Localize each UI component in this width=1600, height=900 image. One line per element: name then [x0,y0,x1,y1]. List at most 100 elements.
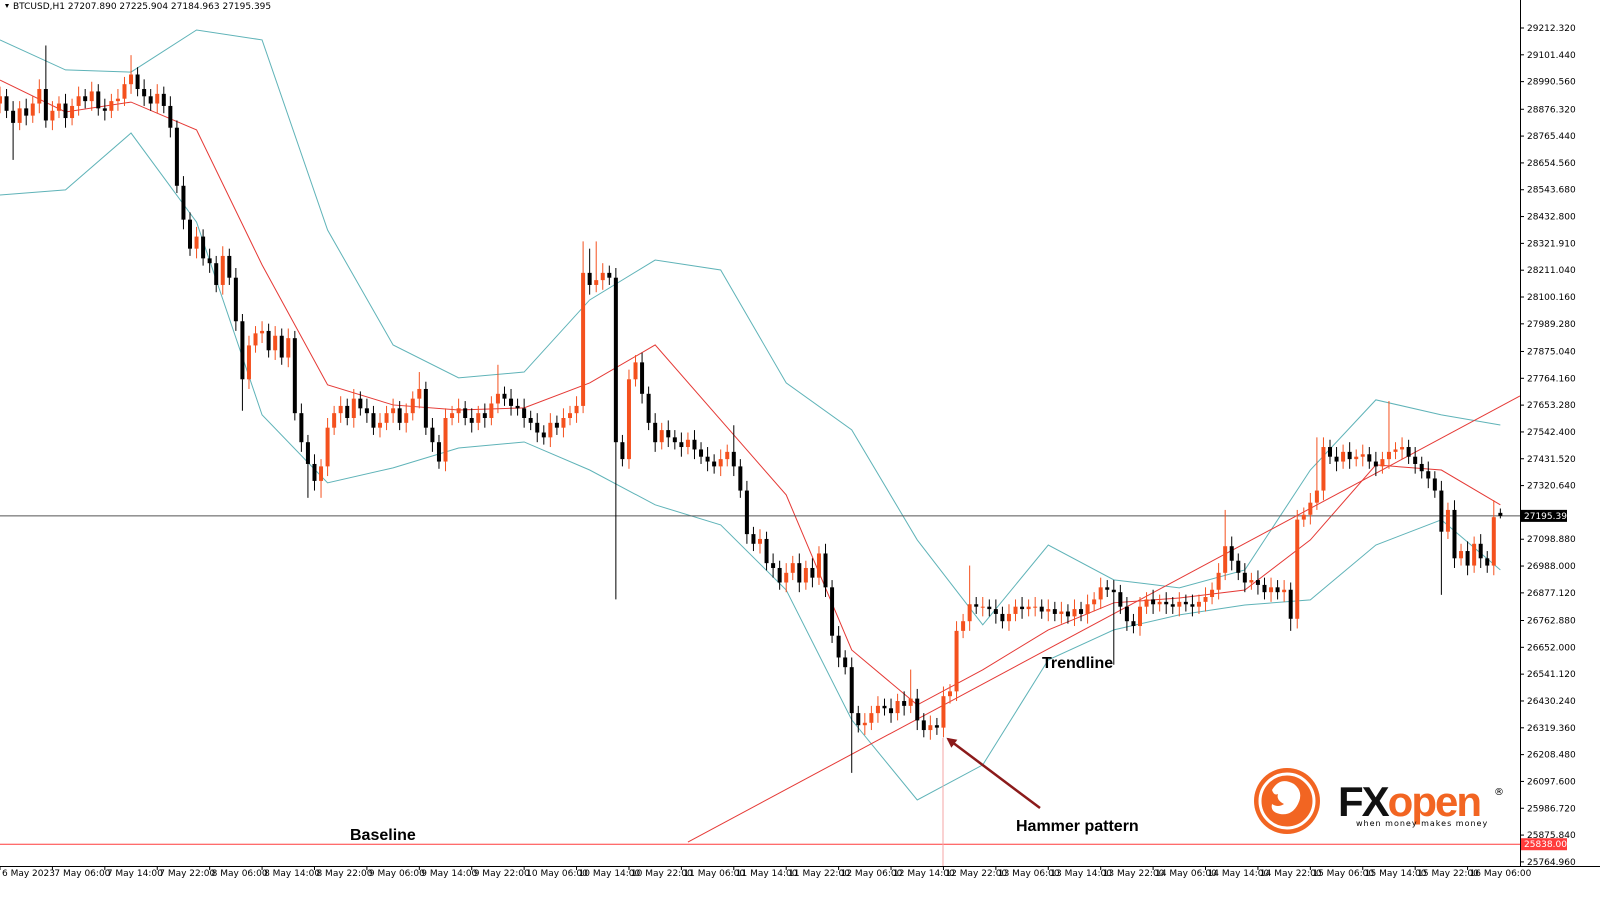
candle-body [777,567,782,583]
x-tick-label: 11 May 14:00 [736,869,798,879]
candle-body [764,538,769,564]
x-tick-label: 7 May 06:00 [54,869,110,879]
hammer-arrow [946,737,1041,809]
candle-body [207,258,212,264]
candle-body [1386,451,1391,460]
candle-body [1006,613,1011,622]
candle-body [37,89,42,104]
candle-body [535,422,540,433]
candle-body [1426,471,1431,479]
candle-body [816,553,821,578]
candle-body [450,413,455,419]
candle-body [0,96,2,104]
candle-body [227,255,232,278]
y-tick-label: 27875.040 [1527,347,1576,357]
candle-body [1380,459,1385,467]
candle-body [1052,609,1057,614]
candle-body [1295,519,1300,619]
candle-body [299,413,304,443]
candle-body [96,91,101,109]
candle-body [266,330,271,351]
x-tick-label: 16 May 06:00 [1470,869,1532,879]
hammer-label: Hammer pattern [1016,818,1139,835]
candle-body [823,553,828,588]
candle-body [1020,606,1025,610]
candle-body [751,534,756,544]
candle-body [1151,599,1156,605]
candle-body [1111,589,1116,593]
candle-body [214,263,219,285]
y-tick-label: 26097.600 [1527,777,1576,787]
candle-body [397,408,402,423]
candle-body [1249,580,1254,583]
baseline-label: Baseline [350,827,416,844]
y-tick-label: 27542.400 [1527,428,1576,438]
candle-body [1131,621,1136,627]
candle-body [325,427,330,467]
candle-body [1039,606,1044,612]
candle-body [89,91,94,102]
candle-body [1413,456,1418,464]
candle-body [784,572,789,583]
candle-body [1308,502,1313,515]
candle-body [961,621,966,631]
candle-body [1360,454,1365,457]
candle-body [928,725,933,731]
x-tick-label: 13 May 22:00 [1103,869,1165,879]
candle-body [594,280,599,285]
candle-body [391,408,396,414]
candle-body [1118,592,1123,607]
candle-body [666,430,671,438]
y-tick-label: 26430.240 [1527,697,1576,707]
y-tick-label: 26762.880 [1527,617,1576,627]
candle-body [902,701,907,706]
candle-body [76,96,81,106]
candle-body [1321,447,1326,491]
y-tick-label: 26541.120 [1527,670,1576,680]
candle-body [83,96,88,102]
candle-body [875,705,880,714]
candle-body [797,563,802,583]
candle-body [286,338,291,358]
candle-body [1275,587,1280,593]
candle-body [1216,572,1221,590]
candle-body [436,442,441,462]
candle-body [109,101,114,111]
baseline-price-label: 25838.007 [1524,840,1573,850]
candle-body [1478,543,1483,559]
candle-body [758,538,762,544]
x-tick-label: 11 May 22:00 [788,869,850,879]
y-tick-label: 28876.320 [1527,105,1576,115]
x-tick-label: 9 May 06:00 [369,869,425,879]
candle-body [1314,490,1319,503]
y-tick-label: 27764.160 [1527,374,1576,384]
y-tick-label: 29101.440 [1527,51,1576,61]
candle-body [1406,447,1411,457]
candle-body [135,74,140,90]
candle-body [174,127,179,186]
candle-body [685,439,690,448]
candle-body [305,442,310,464]
candle-body [659,430,664,443]
candle-body [129,74,134,85]
candle-body [718,459,723,467]
candle-body [220,255,225,285]
candle-body [181,185,186,220]
candle-body [1072,609,1077,617]
candle-body [1183,601,1188,605]
candle-body [803,567,808,583]
candle-body [581,272,586,406]
candle-body [1465,551,1470,566]
candle-body [771,563,776,568]
candle-body [1026,606,1031,610]
candle-body [1105,587,1110,590]
candle-body [856,713,861,726]
x-tick-label: 15 May 14:00 [1365,869,1427,879]
candle-body [319,466,324,481]
y-tick-label: 25875.840 [1527,831,1576,841]
candle-body [948,691,952,697]
candle-body [404,413,409,423]
trendline [687,395,1520,843]
candle-body [908,698,913,706]
